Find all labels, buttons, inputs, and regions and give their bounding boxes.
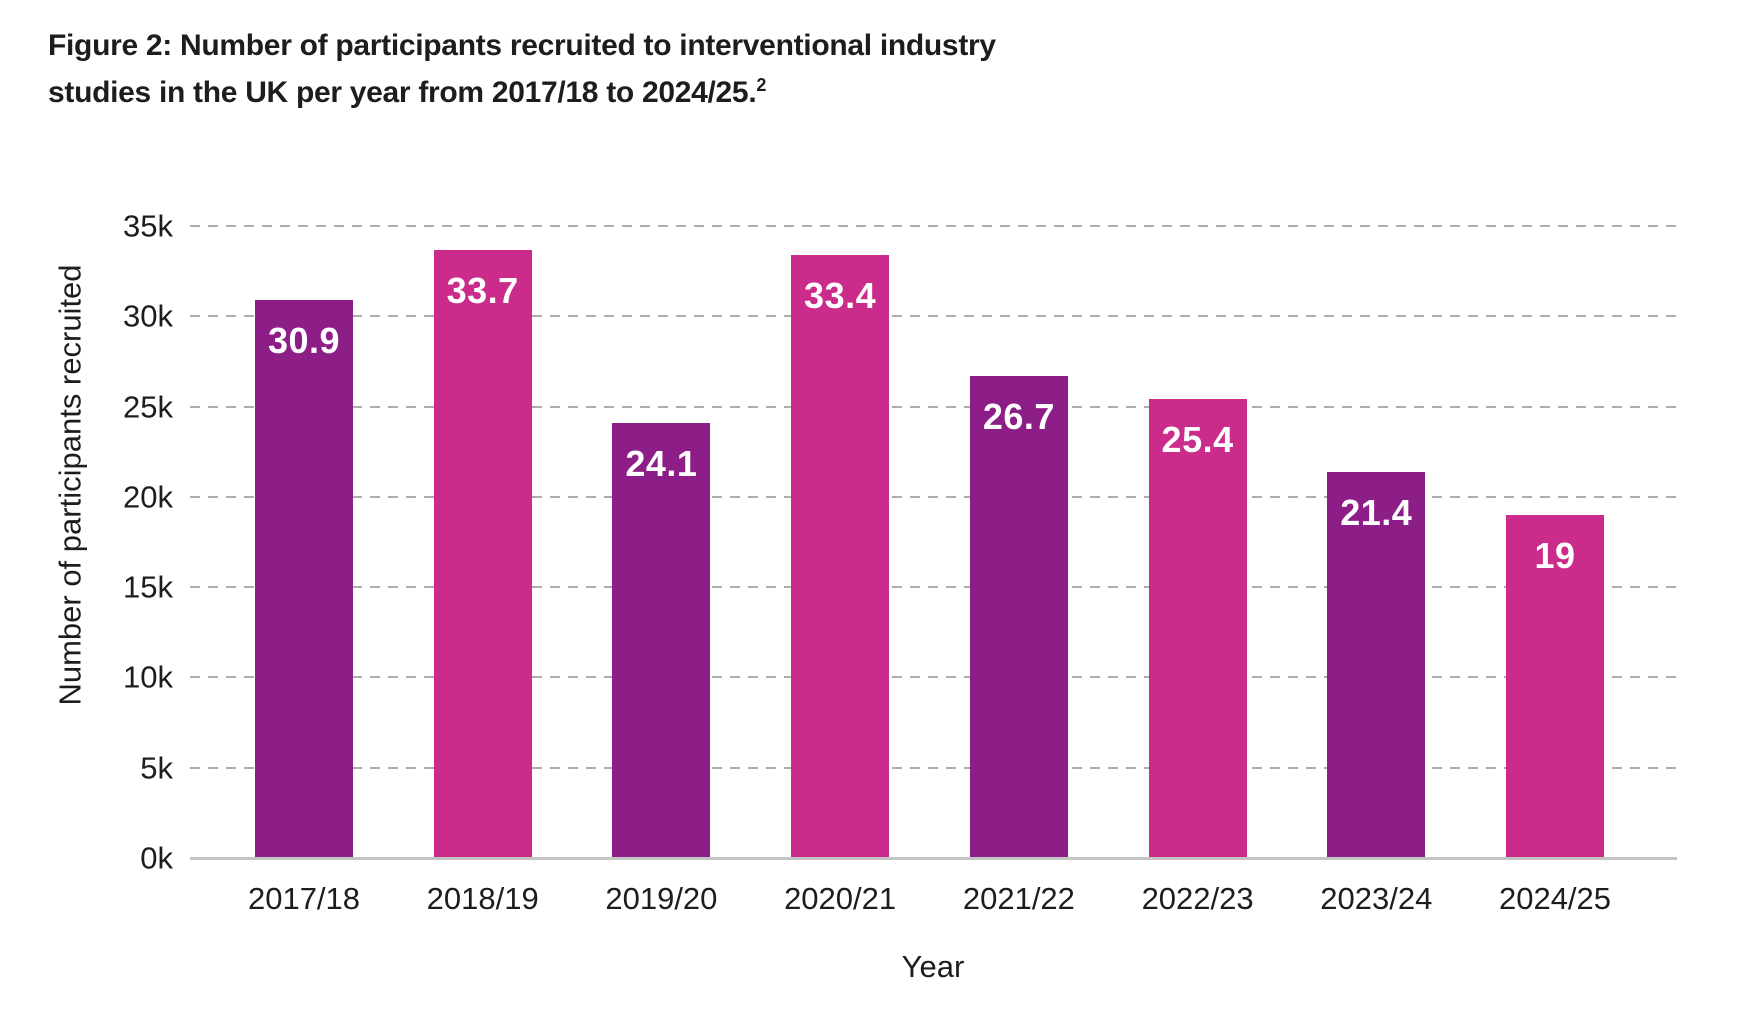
figure-title-line1: Figure 2: Number of participants recruit…	[48, 29, 996, 62]
x-tick-label-2020-21: 2020/21	[784, 881, 897, 916]
y-tick-label-30k: 30k	[123, 298, 173, 334]
y-tick-label-25k: 25k	[123, 389, 173, 425]
x-tick-label-2023-24: 2023/24	[1320, 881, 1433, 916]
x-tick-label-2024-25: 2024/25	[1498, 881, 1612, 916]
bar-value-label-2023-24: 21.4	[1340, 491, 1413, 533]
x-tick-label-2019-20: 2019/20	[605, 881, 718, 916]
figure-title: Figure 2: Number of participants recruit…	[48, 22, 996, 116]
bar-2020-21: 33.4	[791, 254, 890, 858]
x-tick-label-2022-23: 2022/23	[1141, 881, 1254, 916]
y-tick-label-5k: 5k	[140, 750, 173, 786]
x-axis-baseline	[190, 857, 1677, 860]
bar-value-label-2024-25: 19	[1534, 534, 1576, 576]
bar-value-label-2018-19: 33.7	[446, 269, 519, 311]
x-tick-label-2017-18: 2017/18	[247, 881, 361, 916]
bar-2022-23: 25.4	[1148, 399, 1247, 858]
bar-2023-24: 21.4	[1327, 471, 1426, 858]
bar-value-label-2021-22: 26.7	[982, 395, 1055, 437]
x-tick-label-2018-19: 2018/19	[426, 881, 539, 916]
bar-2017-18: 30.9	[255, 300, 353, 858]
bar-value-label-2017-18: 30.9	[267, 320, 341, 361]
gridline-25k	[190, 405, 1677, 408]
gridline-15k	[190, 586, 1677, 589]
gridline-20k	[190, 495, 1677, 498]
x-tick-label-2021-22: 2021/22	[962, 881, 1075, 916]
bar-2021-22: 26.7	[969, 375, 1068, 858]
bar-value-label-2019-20: 24.1	[625, 442, 698, 484]
bar-value-label-2022-23: 25.4	[1161, 419, 1234, 461]
bar-value-label-2020-21: 33.4	[804, 274, 877, 316]
bar-2024-25: 19	[1506, 514, 1604, 858]
bar-2018-19: 33.7	[433, 249, 532, 858]
figure-title-footnote-superscript: 2	[756, 75, 767, 95]
figure-title-line2-text: studies in the UK per year from 2017/18 …	[48, 76, 757, 109]
gridline-30k	[190, 315, 1677, 318]
y-tick-label-35k: 35k	[123, 208, 173, 244]
figure-title-line2: studies in the UK per year from 2017/18 …	[48, 69, 996, 116]
y-tick-label-20k: 20k	[123, 479, 173, 515]
y-axis-title: Number of participants recruited	[52, 264, 88, 706]
y-tick-label-0k: 0k	[140, 840, 173, 876]
y-tick-label-15k: 15k	[123, 569, 173, 605]
gridline-35k	[190, 225, 1677, 227]
y-tick-label-10k: 10k	[123, 659, 173, 695]
x-axis-title: Year	[901, 949, 965, 984]
gridline-10k	[190, 676, 1677, 679]
gridline-5k	[190, 766, 1677, 769]
bar-2019-20: 24.1	[612, 422, 711, 858]
